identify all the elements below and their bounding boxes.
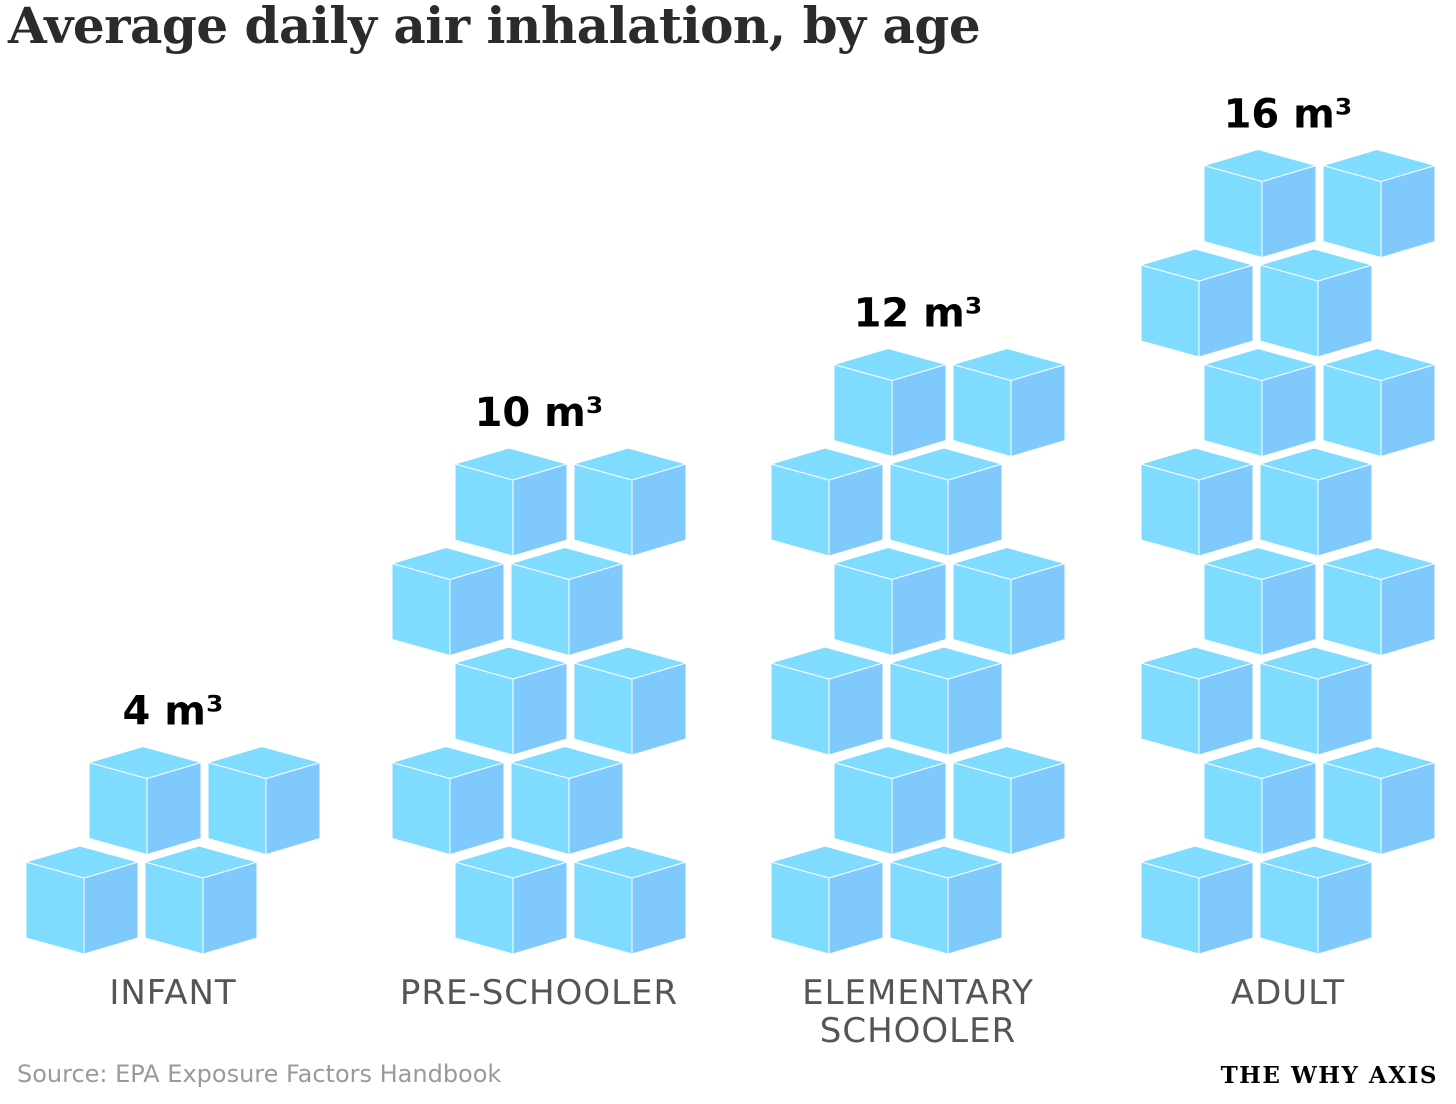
brand-logo: THE WHY AXIS <box>1220 1062 1438 1089</box>
cube-mark <box>1321 148 1437 259</box>
cube-mark <box>453 646 569 756</box>
cube-mark <box>1321 745 1437 856</box>
cube-mark <box>888 646 1004 756</box>
cube-mark <box>1139 646 1255 756</box>
bar-group-elementary-schooler <box>769 347 1067 955</box>
cube-mark <box>143 845 259 955</box>
category-label: SCHOOLER <box>820 1011 1016 1051</box>
bar-group-infant <box>24 745 322 955</box>
value-label: 12 m³ <box>854 291 983 337</box>
cube-mark <box>1139 845 1255 955</box>
cube-mark <box>509 546 625 657</box>
cube-mark <box>1202 148 1318 259</box>
cube-mark <box>1258 646 1374 756</box>
category-label: PRE-SCHOOLER <box>400 973 678 1013</box>
cube-mark <box>769 447 885 557</box>
cube-mark <box>1258 845 1374 955</box>
cube-mark <box>24 845 140 955</box>
cube-mark <box>888 845 1004 955</box>
cube-mark <box>390 745 506 856</box>
source-note: Source: EPA Exposure Factors Handbook <box>17 1060 502 1088</box>
cube-mark <box>888 447 1004 557</box>
cube-mark <box>1258 447 1374 557</box>
bar-group-pre-schooler <box>390 447 688 955</box>
cube-mark <box>769 646 885 756</box>
category-label: ADULT <box>1231 973 1345 1013</box>
cube-mark <box>951 745 1067 856</box>
cube-mark <box>453 845 569 955</box>
cube-mark <box>1139 248 1255 358</box>
cube-mark <box>832 546 948 657</box>
category-label: ELEMENTARY <box>802 973 1034 1013</box>
category-label: INFANT <box>109 973 236 1013</box>
cube-mark <box>832 347 948 458</box>
cube-mark <box>951 347 1067 458</box>
cube-mark <box>1202 546 1318 657</box>
cube-mark <box>1202 347 1318 458</box>
cube-mark <box>832 745 948 856</box>
cube-mark <box>769 845 885 955</box>
cube-mark <box>87 745 203 856</box>
cube-mark <box>1139 447 1255 557</box>
cube-mark <box>951 546 1067 657</box>
cube-mark <box>572 447 688 557</box>
cube-mark <box>572 845 688 955</box>
value-label: 16 m³ <box>1224 92 1353 138</box>
cube-mark <box>509 745 625 856</box>
cube-mark <box>572 646 688 756</box>
cube-mark <box>390 546 506 657</box>
cube-mark <box>1202 745 1318 856</box>
bar-group-adult <box>1139 148 1437 955</box>
value-label: 4 m³ <box>123 689 224 735</box>
cube-mark <box>1321 546 1437 657</box>
value-label: 10 m³ <box>475 390 604 436</box>
cube-mark <box>453 447 569 557</box>
cube-mark <box>1258 248 1374 358</box>
chart-title: Average daily air inhalation, by age <box>8 0 981 55</box>
cube-mark <box>1321 347 1437 458</box>
cube-mark <box>206 745 322 856</box>
